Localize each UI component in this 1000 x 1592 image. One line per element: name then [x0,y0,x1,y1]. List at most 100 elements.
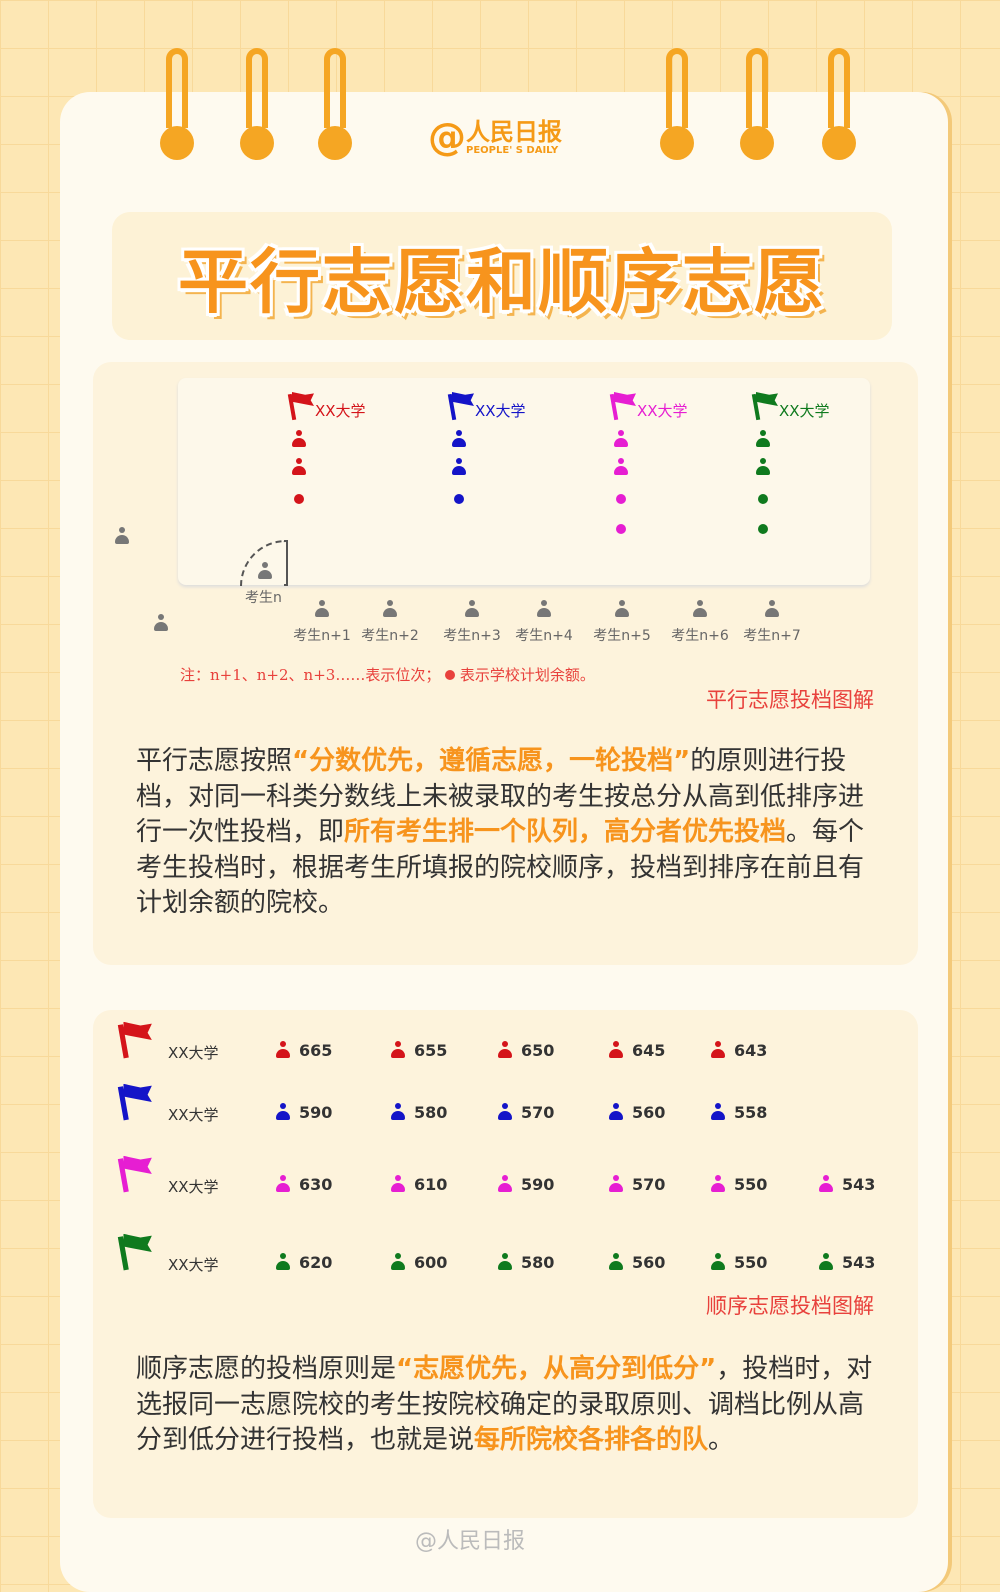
peoples-daily-logo: @ 人民日报 PEOPLE' S DAILY [428,118,562,156]
title-box [112,212,892,340]
flag-icon [287,392,314,421]
student-score: 570 [632,1175,666,1194]
quota-dot [616,494,626,504]
student-score: 600 [414,1253,448,1272]
student-score: 590 [521,1175,555,1194]
student-score: 620 [299,1253,333,1272]
student-icon [608,1103,624,1121]
admitted-student-icon [451,430,467,448]
student-icon [153,614,169,632]
binder-ring [240,48,274,160]
binder-ring [822,48,856,160]
quota-dot [454,494,464,504]
flag-icon [117,1021,152,1059]
school-label: XX大学 [168,1106,219,1124]
student-score: 643 [734,1041,768,1060]
quota-dot [616,524,626,534]
student-label: 考生n+2 [361,628,419,644]
student-icon [497,1175,513,1193]
student-score: 630 [299,1175,333,1194]
quota-dot [758,494,768,504]
body-text: ，投档时，对选报同一志愿院校的考生按院校确定的录取原则、调档比例从高分到低分进行… [136,1354,873,1455]
school-label: XX大学 [637,402,688,420]
student-icon [710,1041,726,1059]
student-score: 650 [521,1041,555,1060]
parallel-description: 平行志愿按照“分数优先，遵循志愿，一轮投档”的原则进行投档，对同一科类分数线上未… [136,744,888,922]
at-icon: @ [428,115,466,159]
student-icon [275,1175,291,1193]
school-label: XX大学 [475,402,526,420]
student-icon [497,1253,513,1271]
sequential-description: 顺序志愿的投档原则是“志愿优先，从高分到低分”，投档时，对选报同一志愿院校的考生… [136,1352,888,1459]
student-icon [275,1103,291,1121]
student-score: 558 [734,1103,768,1122]
student-icon [608,1041,624,1059]
student-icon [764,600,780,618]
student-icon [464,600,480,618]
body-text: 。 [708,1425,735,1455]
body-text: 平行志愿按照 [136,746,293,776]
student-label: 考生n+3 [443,628,501,644]
student-score: 550 [734,1175,768,1194]
student-icon [710,1103,726,1121]
student-label: 考生n+4 [515,628,573,644]
student-score: 560 [632,1103,666,1122]
student-icon [710,1253,726,1271]
student-score: 543 [842,1175,876,1194]
quota-dot [758,524,768,534]
flag-icon [447,392,474,421]
student-label: 考生n+1 [293,628,351,644]
student-icon [614,600,630,618]
weibo-watermark: @人民日报 [415,1529,526,1554]
student-icon [390,1253,406,1271]
current-student-icon [257,562,273,580]
quota-dot [294,494,304,504]
school-label: XX大学 [779,402,830,420]
school-label: XX大学 [168,1256,219,1274]
selection-bracket [284,540,288,586]
student-score: 655 [414,1041,448,1060]
student-icon [390,1041,406,1059]
student-score: 665 [299,1041,333,1060]
student-label: 考生n+5 [593,628,651,644]
sequential-caption: 顺序志愿投档图解 [706,1294,874,1318]
student-score: 580 [521,1253,555,1272]
student-icon [536,600,552,618]
parallel-caption: 平行志愿投档图解 [706,688,874,712]
page-title: 平行志愿和顺序志愿 [178,241,826,323]
highlight-text: 所有考生排一个队列，高分者优先投档 [344,817,787,847]
student-score: 550 [734,1253,768,1272]
student-score: 580 [414,1103,448,1122]
logo-cn: 人民日报 [466,117,562,146]
highlight-text: “志愿优先，从高分到低分” [396,1354,717,1384]
student-score: 570 [521,1103,555,1122]
body-text: 顺序志愿的投档原则是 [136,1354,397,1384]
student-icon [275,1253,291,1271]
admitted-student-icon [613,458,629,476]
student-label: 考生n+7 [743,628,801,644]
flag-icon [117,1083,152,1121]
admitted-student-icon [291,430,307,448]
student-icon [497,1103,513,1121]
student-icon [608,1253,624,1271]
student-icon [275,1041,291,1059]
student-icon [692,600,708,618]
student-icon [390,1175,406,1193]
flag-icon [609,392,636,421]
student-icon [818,1175,834,1193]
student-score: 560 [632,1253,666,1272]
admitted-student-icon [613,430,629,448]
student-label: 考生n+6 [671,628,729,644]
student-score: 645 [632,1041,666,1060]
quota-dot-icon [445,670,456,680]
student-icon [114,527,130,545]
student-icon [390,1103,406,1121]
flag-icon [117,1233,152,1271]
binder-ring [660,48,694,160]
binder-ring [160,48,194,160]
school-label: XX大学 [315,402,366,420]
body-text: 的原则进行投档，对同一科类分数线上未被录取的考生按总分从高到低排序进行一次性投档… [136,746,865,847]
highlight-text: “分数优先，遵循志愿，一轮投档” [292,746,691,776]
student-icon [314,600,330,618]
logo-en: PEOPLE' S DAILY [466,144,559,156]
